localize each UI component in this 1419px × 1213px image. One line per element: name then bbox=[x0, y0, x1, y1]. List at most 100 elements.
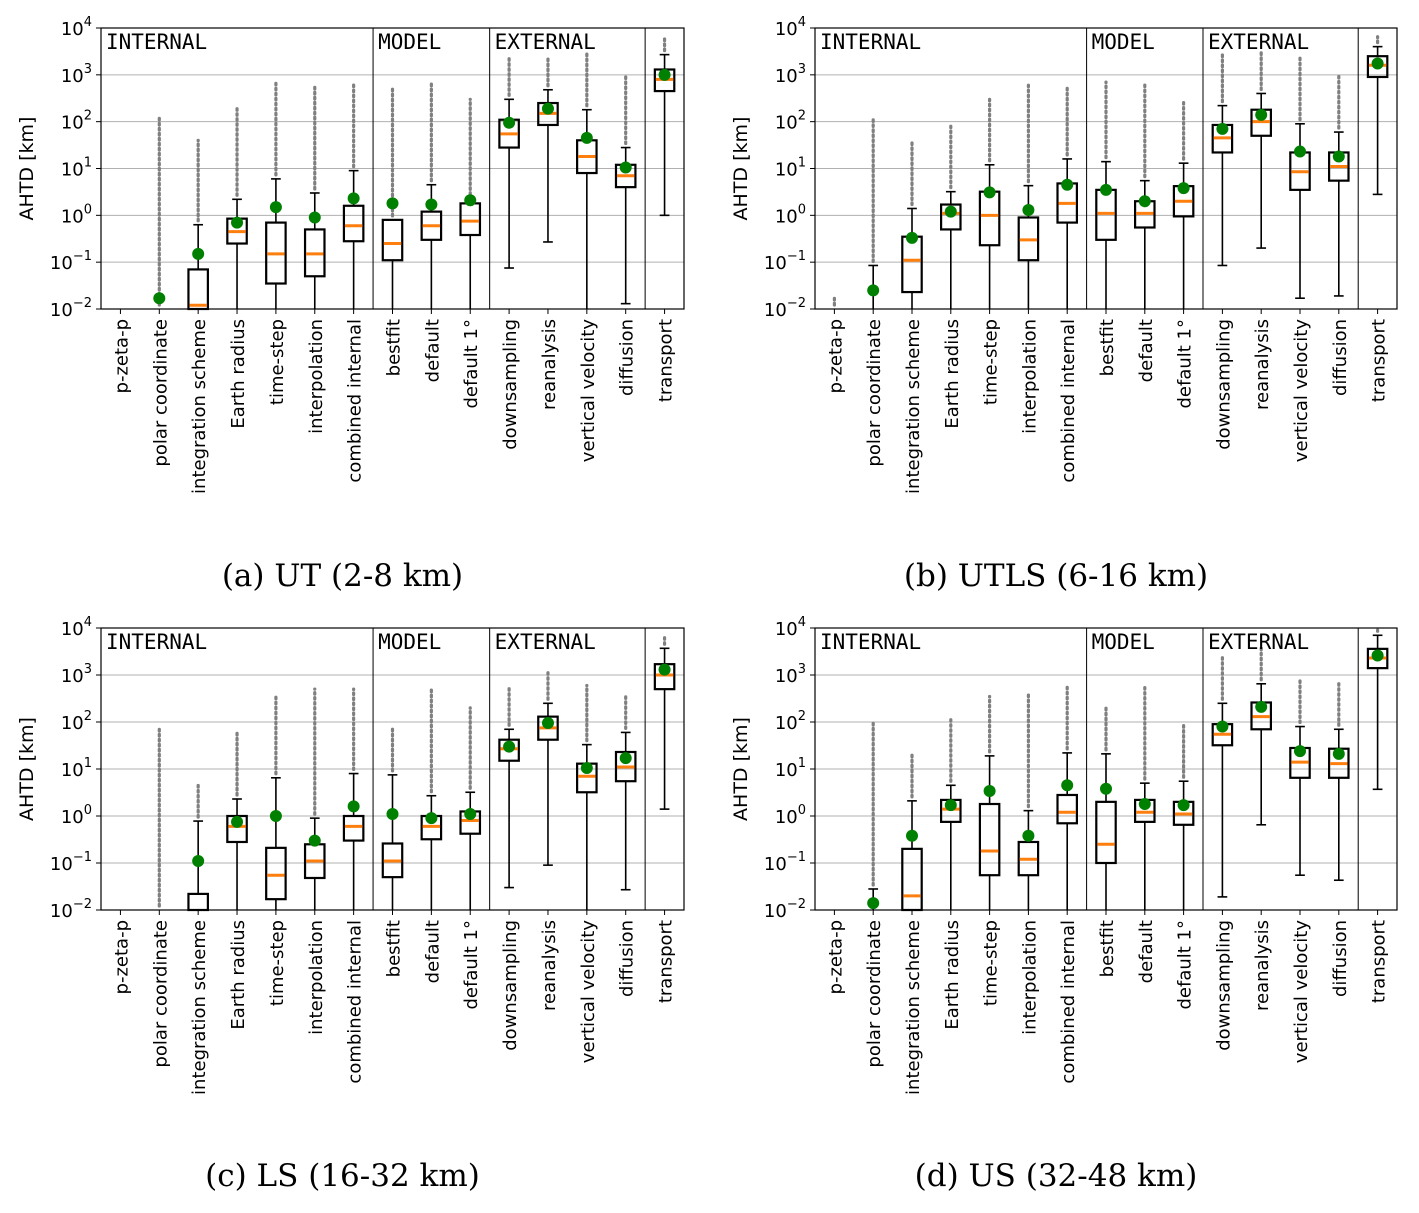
mean-marker bbox=[1294, 745, 1306, 758]
mean-marker bbox=[1022, 829, 1035, 842]
mean-marker bbox=[503, 116, 516, 129]
mean-marker bbox=[1332, 747, 1345, 760]
box-9 bbox=[459, 706, 482, 910]
y-tick-base: 10 bbox=[61, 66, 84, 87]
box-5 bbox=[1017, 83, 1040, 309]
box-3 bbox=[939, 715, 962, 910]
y-tick-base: 10 bbox=[61, 760, 84, 781]
y-tick-exponent: 1 bbox=[84, 756, 92, 771]
box-iqr bbox=[265, 221, 287, 285]
box-2 bbox=[187, 781, 209, 912]
y-axis-label: AHTD [km] bbox=[16, 117, 38, 221]
box-iqr bbox=[1017, 840, 1040, 877]
group-label: MODEL bbox=[1092, 630, 1155, 654]
x-tick-label: vertical velocity bbox=[578, 319, 599, 463]
x-tick-label: default bbox=[422, 319, 443, 382]
x-tick-label: integration scheme bbox=[903, 319, 924, 494]
x-tick-label: bestfit bbox=[1097, 920, 1118, 977]
y-tick-base: 10 bbox=[764, 854, 787, 875]
mean-marker bbox=[231, 216, 244, 229]
panel-1: INTERNAL MODEL EXTERNAL10−210−110010110210… bbox=[730, 15, 1398, 594]
y-tick-label: 102 bbox=[775, 109, 806, 134]
x-tick-label: diffusion bbox=[617, 319, 638, 396]
y-tick-exponent: 4 bbox=[84, 15, 92, 30]
y-tick-exponent: 0 bbox=[84, 202, 92, 217]
x-tick-label: Earth radius bbox=[942, 920, 963, 1030]
box-10 bbox=[1211, 50, 1234, 267]
mean-marker bbox=[1255, 700, 1268, 713]
y-tick-base: 10 bbox=[61, 807, 84, 828]
mean-marker bbox=[1100, 183, 1112, 196]
x-tick-label: downsampling bbox=[1213, 920, 1234, 1051]
y-tick-label: 10−1 bbox=[764, 249, 806, 274]
x-tick-label: combined internal bbox=[1058, 920, 1079, 1084]
x-tick-label: default bbox=[1136, 319, 1157, 382]
x-tick-label: reanalysis bbox=[1252, 319, 1273, 410]
y-tick-label: 101 bbox=[775, 756, 806, 781]
box-iqr bbox=[978, 802, 1001, 877]
x-tick-label: polar coordinate bbox=[864, 319, 885, 467]
mean-marker bbox=[906, 231, 918, 244]
x-tick-label: reanalysis bbox=[539, 920, 560, 1011]
mean-marker bbox=[386, 808, 399, 821]
y-tick-exponent: −2 bbox=[73, 897, 92, 912]
x-tick-label: time-step bbox=[267, 920, 288, 1006]
group-label: MODEL bbox=[1092, 30, 1155, 54]
panel-caption: (a) UT (2-8 km) bbox=[222, 558, 463, 594]
box-iqr bbox=[1056, 793, 1078, 825]
y-tick-label: 10−2 bbox=[764, 296, 806, 321]
box-12 bbox=[1289, 54, 1311, 300]
box-iqr bbox=[420, 210, 443, 241]
y-tick-label: 100 bbox=[775, 803, 806, 828]
x-tick-label: combined internal bbox=[1058, 319, 1079, 483]
x-tick-label: bestfit bbox=[384, 920, 405, 977]
y-tick-base: 10 bbox=[764, 253, 787, 274]
box-6 bbox=[1056, 683, 1078, 910]
y-tick-base: 10 bbox=[775, 19, 798, 40]
box-iqr bbox=[187, 892, 209, 912]
mean-marker bbox=[944, 205, 957, 218]
x-tick-label: downsampling bbox=[500, 920, 521, 1051]
panel-caption: (b) UTLS (6-16 km) bbox=[904, 558, 1208, 594]
y-tick-exponent: 0 bbox=[798, 202, 806, 217]
x-tick-label: integration scheme bbox=[903, 920, 924, 1095]
y-tick-label: 102 bbox=[61, 109, 92, 134]
mean-marker bbox=[308, 834, 321, 847]
box-8 bbox=[1133, 80, 1156, 309]
box-11 bbox=[537, 54, 559, 243]
y-tick-exponent: 2 bbox=[84, 709, 92, 724]
x-tick-label: p-zeta-p bbox=[825, 920, 846, 994]
panel-caption: (c) LS (16-32 km) bbox=[205, 1158, 480, 1194]
mean-marker bbox=[1177, 182, 1190, 195]
y-tick-base: 10 bbox=[775, 666, 798, 687]
group-label: INTERNAL bbox=[820, 30, 921, 54]
y-tick-exponent: −1 bbox=[73, 850, 92, 865]
x-tick-label: Earth radius bbox=[228, 319, 249, 429]
mean-marker bbox=[1100, 782, 1112, 795]
y-tick-exponent: 1 bbox=[798, 156, 806, 171]
x-tick-label: reanalysis bbox=[1252, 920, 1273, 1011]
y-tick-exponent: 3 bbox=[798, 62, 806, 77]
x-tick-label: time-step bbox=[981, 920, 1002, 1006]
y-tick-base: 10 bbox=[775, 113, 798, 134]
box-5 bbox=[1017, 692, 1040, 910]
panel-0: INTERNAL MODEL EXTERNAL10−210−110010110210… bbox=[16, 15, 685, 594]
y-tick-exponent: −2 bbox=[73, 296, 92, 311]
y-tick-label: 104 bbox=[775, 15, 806, 40]
y-tick-label: 100 bbox=[775, 202, 806, 227]
panel-caption: (d) US (32-48 km) bbox=[915, 1158, 1198, 1194]
y-tick-exponent: 4 bbox=[798, 15, 806, 30]
box-4 bbox=[265, 80, 287, 309]
x-tick-label: vertical velocity bbox=[578, 920, 599, 1064]
x-tick-label: downsampling bbox=[500, 319, 521, 450]
y-tick-exponent: −1 bbox=[787, 249, 806, 264]
box-iqr bbox=[187, 268, 209, 311]
box-2 bbox=[187, 138, 209, 311]
y-tick-base: 10 bbox=[775, 760, 798, 781]
y-tick-base: 10 bbox=[61, 113, 84, 134]
y-tick-base: 10 bbox=[764, 300, 787, 321]
mean-marker bbox=[1138, 195, 1151, 208]
box-14 bbox=[653, 633, 676, 810]
box-3 bbox=[226, 729, 248, 910]
